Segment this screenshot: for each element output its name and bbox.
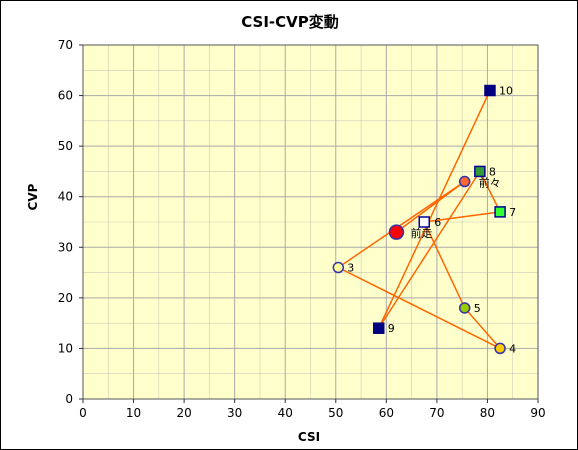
data-point [373,322,385,334]
y-axis-label: CVP [26,183,40,210]
data-label: 8 [489,165,496,178]
x-tick-label: 10 [126,406,141,420]
data-label: 3 [347,262,354,275]
x-tick-label: 60 [379,406,394,420]
data-label: 7 [509,206,516,219]
data-point [418,216,430,228]
data-point [494,342,506,355]
x-tick-label: 0 [79,406,87,420]
x-tick-label: 70 [429,406,444,420]
data-point [458,302,471,314]
y-tick-label: 50 [58,139,73,153]
y-tick-label: 30 [58,240,73,254]
y-tick-label: 40 [58,190,73,204]
data-label: 10 [499,85,513,98]
x-tick-label: 20 [176,406,191,420]
data-label: 5 [474,302,481,315]
x-tick-label: 30 [227,406,242,420]
y-tick-label: 10 [58,341,73,355]
x-tick-label: 80 [480,406,495,420]
x-tick-label: 90 [530,406,545,420]
y-tick-label: 60 [58,89,73,103]
data-label: 前々 [479,176,501,190]
data-point [388,224,405,240]
y-tick-label: 70 [58,38,73,52]
data-label: 4 [509,342,516,355]
x-tick-label: 40 [278,406,293,420]
y-tick-label: 0 [65,392,73,406]
x-axis-label: CSI [298,430,320,444]
data-label: 9 [388,322,395,335]
data-label: 前走 [410,226,432,240]
data-label: 6 [434,216,441,229]
data-point [494,206,506,218]
data-point [332,261,345,274]
data-point [484,84,496,97]
series-line [336,90,502,350]
chart-title: CSI-CVP変動 [241,13,339,31]
data-point [458,175,471,188]
data-point [474,165,486,178]
plot-border [82,44,539,400]
y-tick-label: 20 [58,291,73,305]
x-tick-label: 50 [328,406,343,420]
